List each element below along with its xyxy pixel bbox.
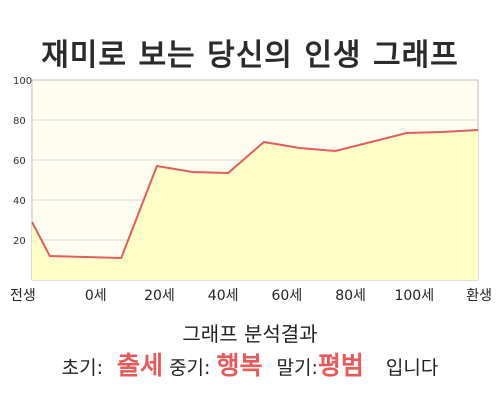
x-axis-ticks: 전생 0세 20세 40세 60세 80세 100세 환생 — [10, 288, 492, 304]
result-suffix: 입니다 — [385, 357, 439, 379]
series-line — [31, 129, 479, 260]
x-tick-label: 20세 — [144, 288, 175, 304]
late-label: 말기: — [276, 357, 318, 379]
middle-value: 행복 — [216, 351, 263, 380]
result-summary: 초기: 출세 중기: 행복 말기:평범 입니다 — [0, 346, 500, 382]
x-tick-label: 100세 — [394, 288, 434, 304]
x-tick-label: 0세 — [85, 288, 107, 304]
early-value: 출세 — [117, 351, 164, 380]
x-tick-label: 전생 — [10, 288, 36, 304]
series-area — [32, 130, 478, 280]
x-tick-label: 환생 — [466, 288, 492, 304]
y-tick-label: 100 — [13, 76, 32, 87]
y-axis-ticks: 20 40 60 80 100 — [13, 76, 32, 247]
y-tick-label: 20 — [13, 236, 26, 247]
chart-title: 재미로 보는 당신의 인생 그래프 — [41, 38, 459, 73]
y-tick-label: 40 — [13, 196, 26, 207]
late-value: 평범 — [317, 351, 364, 380]
x-tick-label: 60세 — [272, 288, 303, 304]
y-tick-label: 80 — [13, 116, 26, 127]
y-tick-label: 60 — [13, 156, 26, 167]
result-title: 그래프 분석결과 — [182, 322, 318, 346]
x-tick-label: 80세 — [335, 288, 366, 304]
early-label: 초기: — [61, 357, 104, 379]
x-tick-label: 40세 — [208, 288, 239, 304]
middle-label: 중기: — [169, 357, 211, 379]
